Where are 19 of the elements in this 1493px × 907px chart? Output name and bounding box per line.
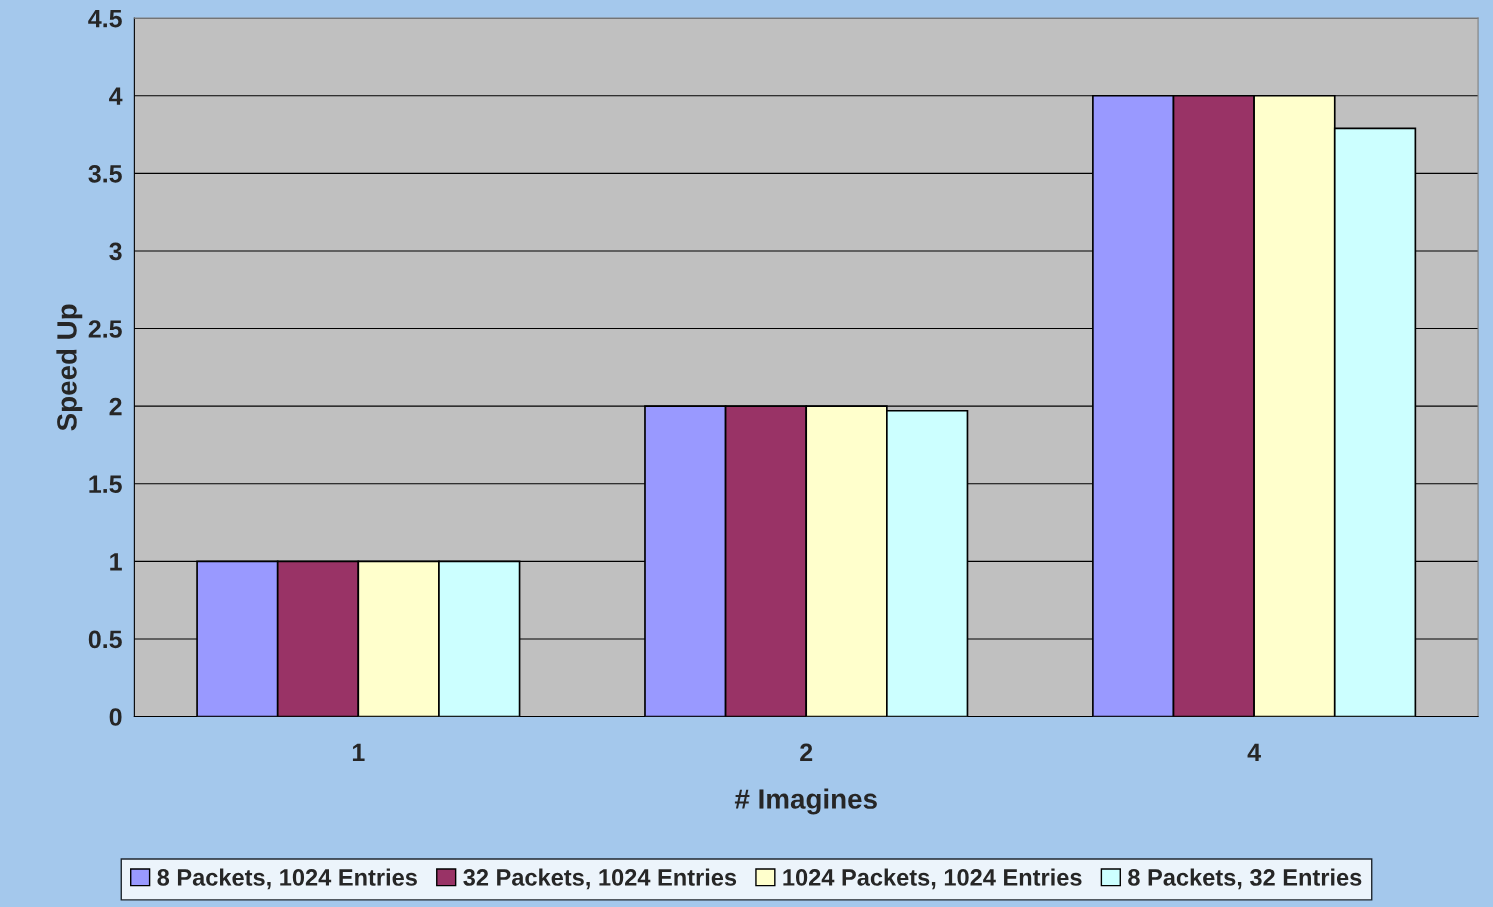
legend-label: 32 Packets, 1024 Entries bbox=[463, 868, 737, 890]
legend-label: 8 Packets, 32 Entries bbox=[1128, 868, 1362, 890]
y-axis-title: Speed Up bbox=[56, 304, 83, 431]
x-axis-title: # Imagines bbox=[734, 788, 877, 815]
y-tick-label: 2 bbox=[109, 397, 122, 416]
x-tick-label: 2 bbox=[800, 743, 813, 762]
legend-label: 8 Packets, 1024 Entries bbox=[157, 868, 417, 890]
y-tick-label: 3 bbox=[109, 242, 122, 261]
x-tick-label: 4 bbox=[1247, 743, 1261, 762]
y-tick-label: 4.5 bbox=[88, 10, 122, 28]
y-tick-label: 2.5 bbox=[88, 320, 122, 338]
y-tick-label: 0.5 bbox=[88, 630, 122, 649]
y-tick-label: 3.5 bbox=[88, 164, 122, 183]
x-tick-label: 1 bbox=[352, 743, 365, 762]
y-tick-label: 1 bbox=[110, 553, 122, 571]
legend-label: 1024 Packets, 1024 Entries bbox=[783, 868, 1082, 890]
y-tick-label: 4 bbox=[109, 87, 123, 105]
y-tick-label: 1.5 bbox=[89, 475, 122, 494]
y-tick-label: 0 bbox=[109, 708, 122, 726]
